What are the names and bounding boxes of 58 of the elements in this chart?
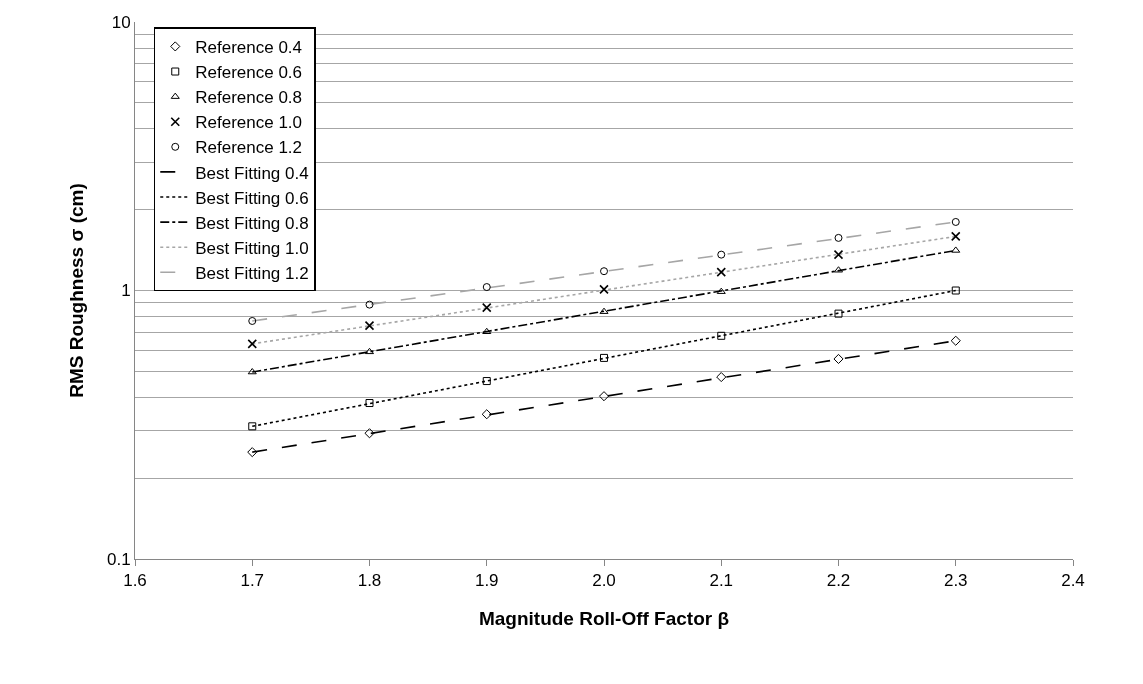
point (600, 267, 608, 276)
point (247, 368, 257, 375)
x-tick-label: 2.0 (592, 571, 616, 591)
point (364, 320, 375, 331)
point (248, 316, 257, 325)
point (598, 391, 610, 402)
point (482, 283, 491, 292)
legend-label: Best Fitting 0.6 (195, 188, 309, 208)
y-axis-title: RMS Roughness σ (cm) (65, 183, 87, 398)
y-tick-label: 10 (111, 12, 131, 32)
legend-label: Reference 1.2 (195, 138, 303, 158)
point (599, 307, 609, 314)
point (600, 353, 608, 362)
x-tick-label: 2.3 (943, 571, 968, 591)
y-tick-label: 0.1 (106, 549, 131, 569)
x-tick-label: 1.6 (123, 571, 147, 591)
legend-label: Reference 0.6 (195, 63, 303, 83)
point (716, 372, 727, 383)
point (481, 302, 492, 313)
point (247, 447, 258, 458)
point (833, 353, 844, 364)
point (716, 287, 726, 294)
y-tick-label: 1 (121, 281, 131, 301)
point (364, 428, 375, 439)
point (716, 267, 727, 277)
x-tick-label: 1.7 (240, 571, 265, 591)
legend-label: Best Fitting 1.2 (195, 263, 309, 283)
legend-label: Reference 1.0 (195, 113, 303, 133)
x-axis-title: Magnitude Roll-Off Factor β (478, 608, 730, 630)
x-tick-label: 2.4 (1061, 571, 1085, 591)
point (833, 249, 844, 260)
point (717, 250, 726, 259)
point (834, 233, 843, 242)
x-tick-label: 1.9 (474, 571, 499, 591)
point (365, 399, 374, 408)
point (248, 422, 257, 431)
point (834, 309, 843, 318)
point (481, 409, 492, 420)
legend-label: Best Fitting 1.0 (195, 238, 309, 258)
x-tick-label: 2.2 (826, 571, 851, 591)
point (247, 339, 258, 349)
point (951, 217, 960, 226)
x-tick-label: 2.1 (709, 571, 734, 591)
point (482, 377, 491, 386)
point (951, 286, 960, 295)
point (717, 331, 726, 340)
point (951, 246, 961, 253)
legend-label: Best Fitting 0.4 (195, 163, 309, 183)
point (482, 327, 492, 335)
point (599, 284, 609, 295)
point (365, 300, 374, 309)
legend-label: Reference 0.4 (195, 38, 303, 58)
point (950, 231, 961, 242)
legend-label: Reference 0.8 (195, 88, 303, 108)
point (950, 335, 961, 346)
x-tick-label: 1.8 (357, 571, 382, 591)
legend-label: Best Fitting 0.8 (195, 213, 309, 233)
point (364, 347, 375, 355)
